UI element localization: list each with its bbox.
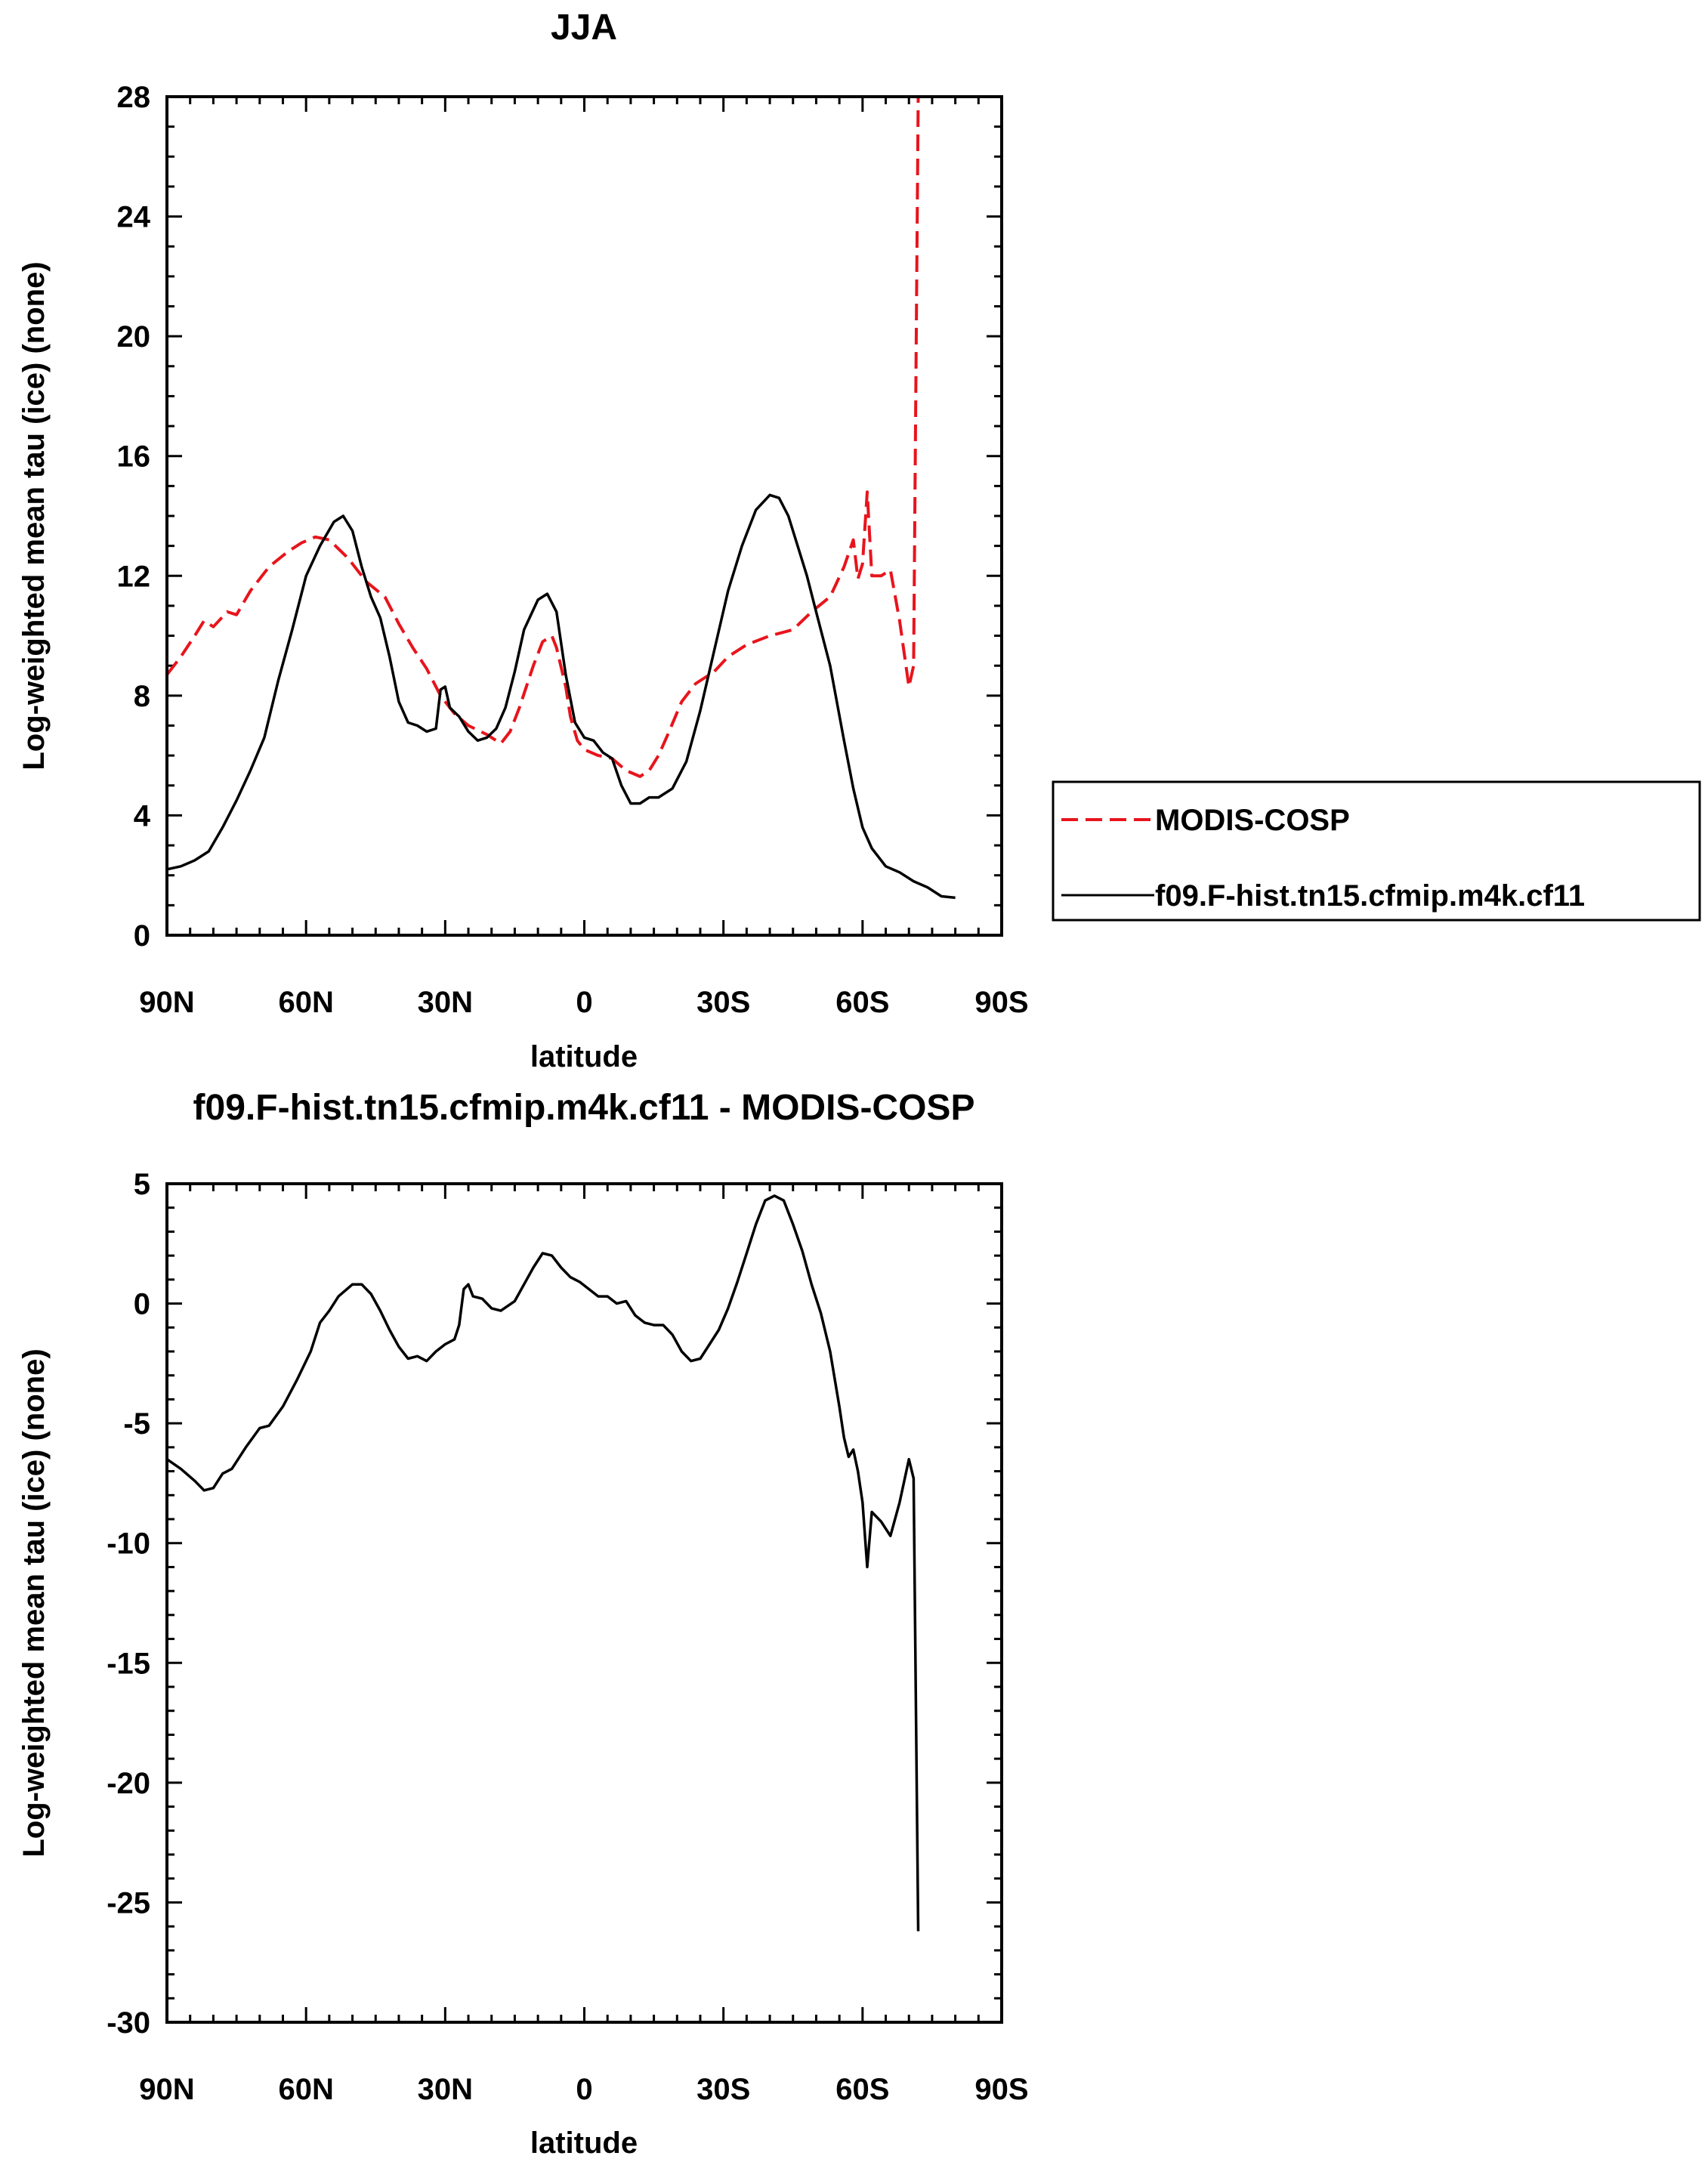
bottom-chart-ticks (165, 1182, 1003, 2024)
x-tick-label: 90S (974, 2073, 1028, 2106)
top-plot-frame (165, 95, 1003, 937)
x-tick-label: 90N (139, 2073, 194, 2106)
y-tick-label: 0 (134, 919, 150, 953)
top-y-axis-label: Log-weighted mean tau (ice) (none) (17, 261, 51, 770)
bottom-x-tick-labels: 90N 60N 30N 0 30S 60S 90S (139, 2073, 1028, 2106)
series-line-modis-cosp (165, 96, 920, 778)
bottom-y-axis-label: Log-weighted mean tau (ice) (none) (17, 1348, 51, 1857)
top-chart-ticks (165, 95, 1003, 937)
bottom-panel: f09.F-hist.tn15.cfmip.m4k.cf11 - MODIS-C… (17, 1088, 1029, 2160)
x-tick-label: 90N (139, 986, 194, 1019)
x-tick-label: 30S (696, 986, 750, 1019)
y-tick-label: -25 (107, 1886, 150, 1920)
x-tick-label: 30N (418, 2073, 473, 2106)
top-chart-title: JJA (551, 8, 617, 48)
y-tick-label: 24 (117, 201, 151, 234)
y-tick-label: -15 (107, 1647, 150, 1680)
top-x-axis-label: latitude (530, 1040, 638, 1073)
y-tick-label: 20 (117, 320, 151, 354)
y-tick-label: 16 (117, 440, 151, 474)
series-line-f09-f-hist-tn15-cfmip-m4k-cf11 (166, 493, 956, 900)
bottom-chart-series (166, 1194, 920, 1932)
y-tick-label: -30 (107, 2006, 150, 2040)
y-tick-label: 8 (134, 680, 150, 713)
y-tick-label: 12 (117, 560, 151, 593)
x-tick-label: 0 (576, 986, 592, 1019)
y-tick-label: 5 (134, 1168, 150, 1201)
legend-box (1052, 780, 1701, 922)
legend-label-model: f09.F-hist.tn15.cfmip.m4k.cf11 (1155, 879, 1585, 913)
x-tick-label: 60N (278, 2073, 333, 2106)
x-tick-label: 30S (696, 2073, 750, 2106)
top-x-tick-labels: 90N 60N 30N 0 30S 60S 90S (139, 986, 1028, 1019)
y-tick-label: -5 (123, 1407, 150, 1441)
y-tick-label: -10 (107, 1527, 150, 1561)
x-tick-label: 0 (576, 2073, 592, 2106)
x-tick-label: 60S (835, 986, 889, 1019)
x-tick-label: 60N (278, 986, 333, 1019)
x-tick-label: 60S (835, 2073, 889, 2106)
bottom-y-tick-labels: 5 0 -5 -10 -15 -20 -25 -30 (107, 1168, 150, 2040)
x-tick-label: 30N (418, 986, 473, 1019)
top-panel: JJA 0 4 8 12 16 20 24 28 90N 60N 30N 0 30S 60S 90S la… (17, 8, 1701, 1073)
y-tick-label: 4 (134, 799, 151, 832)
y-tick-label: 28 (117, 81, 151, 114)
bottom-chart-title: f09.F-hist.tn15.cfmip.m4k.cf11 - MODIS-C… (193, 1088, 975, 1128)
top-chart-series (165, 96, 956, 900)
legend: MODIS-COSP f09.F-hist.tn15.cfmip.m4k.cf1… (1052, 780, 1701, 922)
y-tick-label: 0 (134, 1288, 150, 1321)
series-line-difference (166, 1194, 920, 1932)
bottom-plot-frame (165, 1182, 1003, 2024)
x-tick-label: 90S (974, 986, 1028, 1019)
y-tick-label: -20 (107, 1767, 150, 1800)
bottom-x-axis-label: latitude (530, 2126, 638, 2160)
top-y-tick-labels: 0 4 8 12 16 20 24 28 (117, 81, 151, 953)
legend-label-modis: MODIS-COSP (1155, 804, 1350, 837)
